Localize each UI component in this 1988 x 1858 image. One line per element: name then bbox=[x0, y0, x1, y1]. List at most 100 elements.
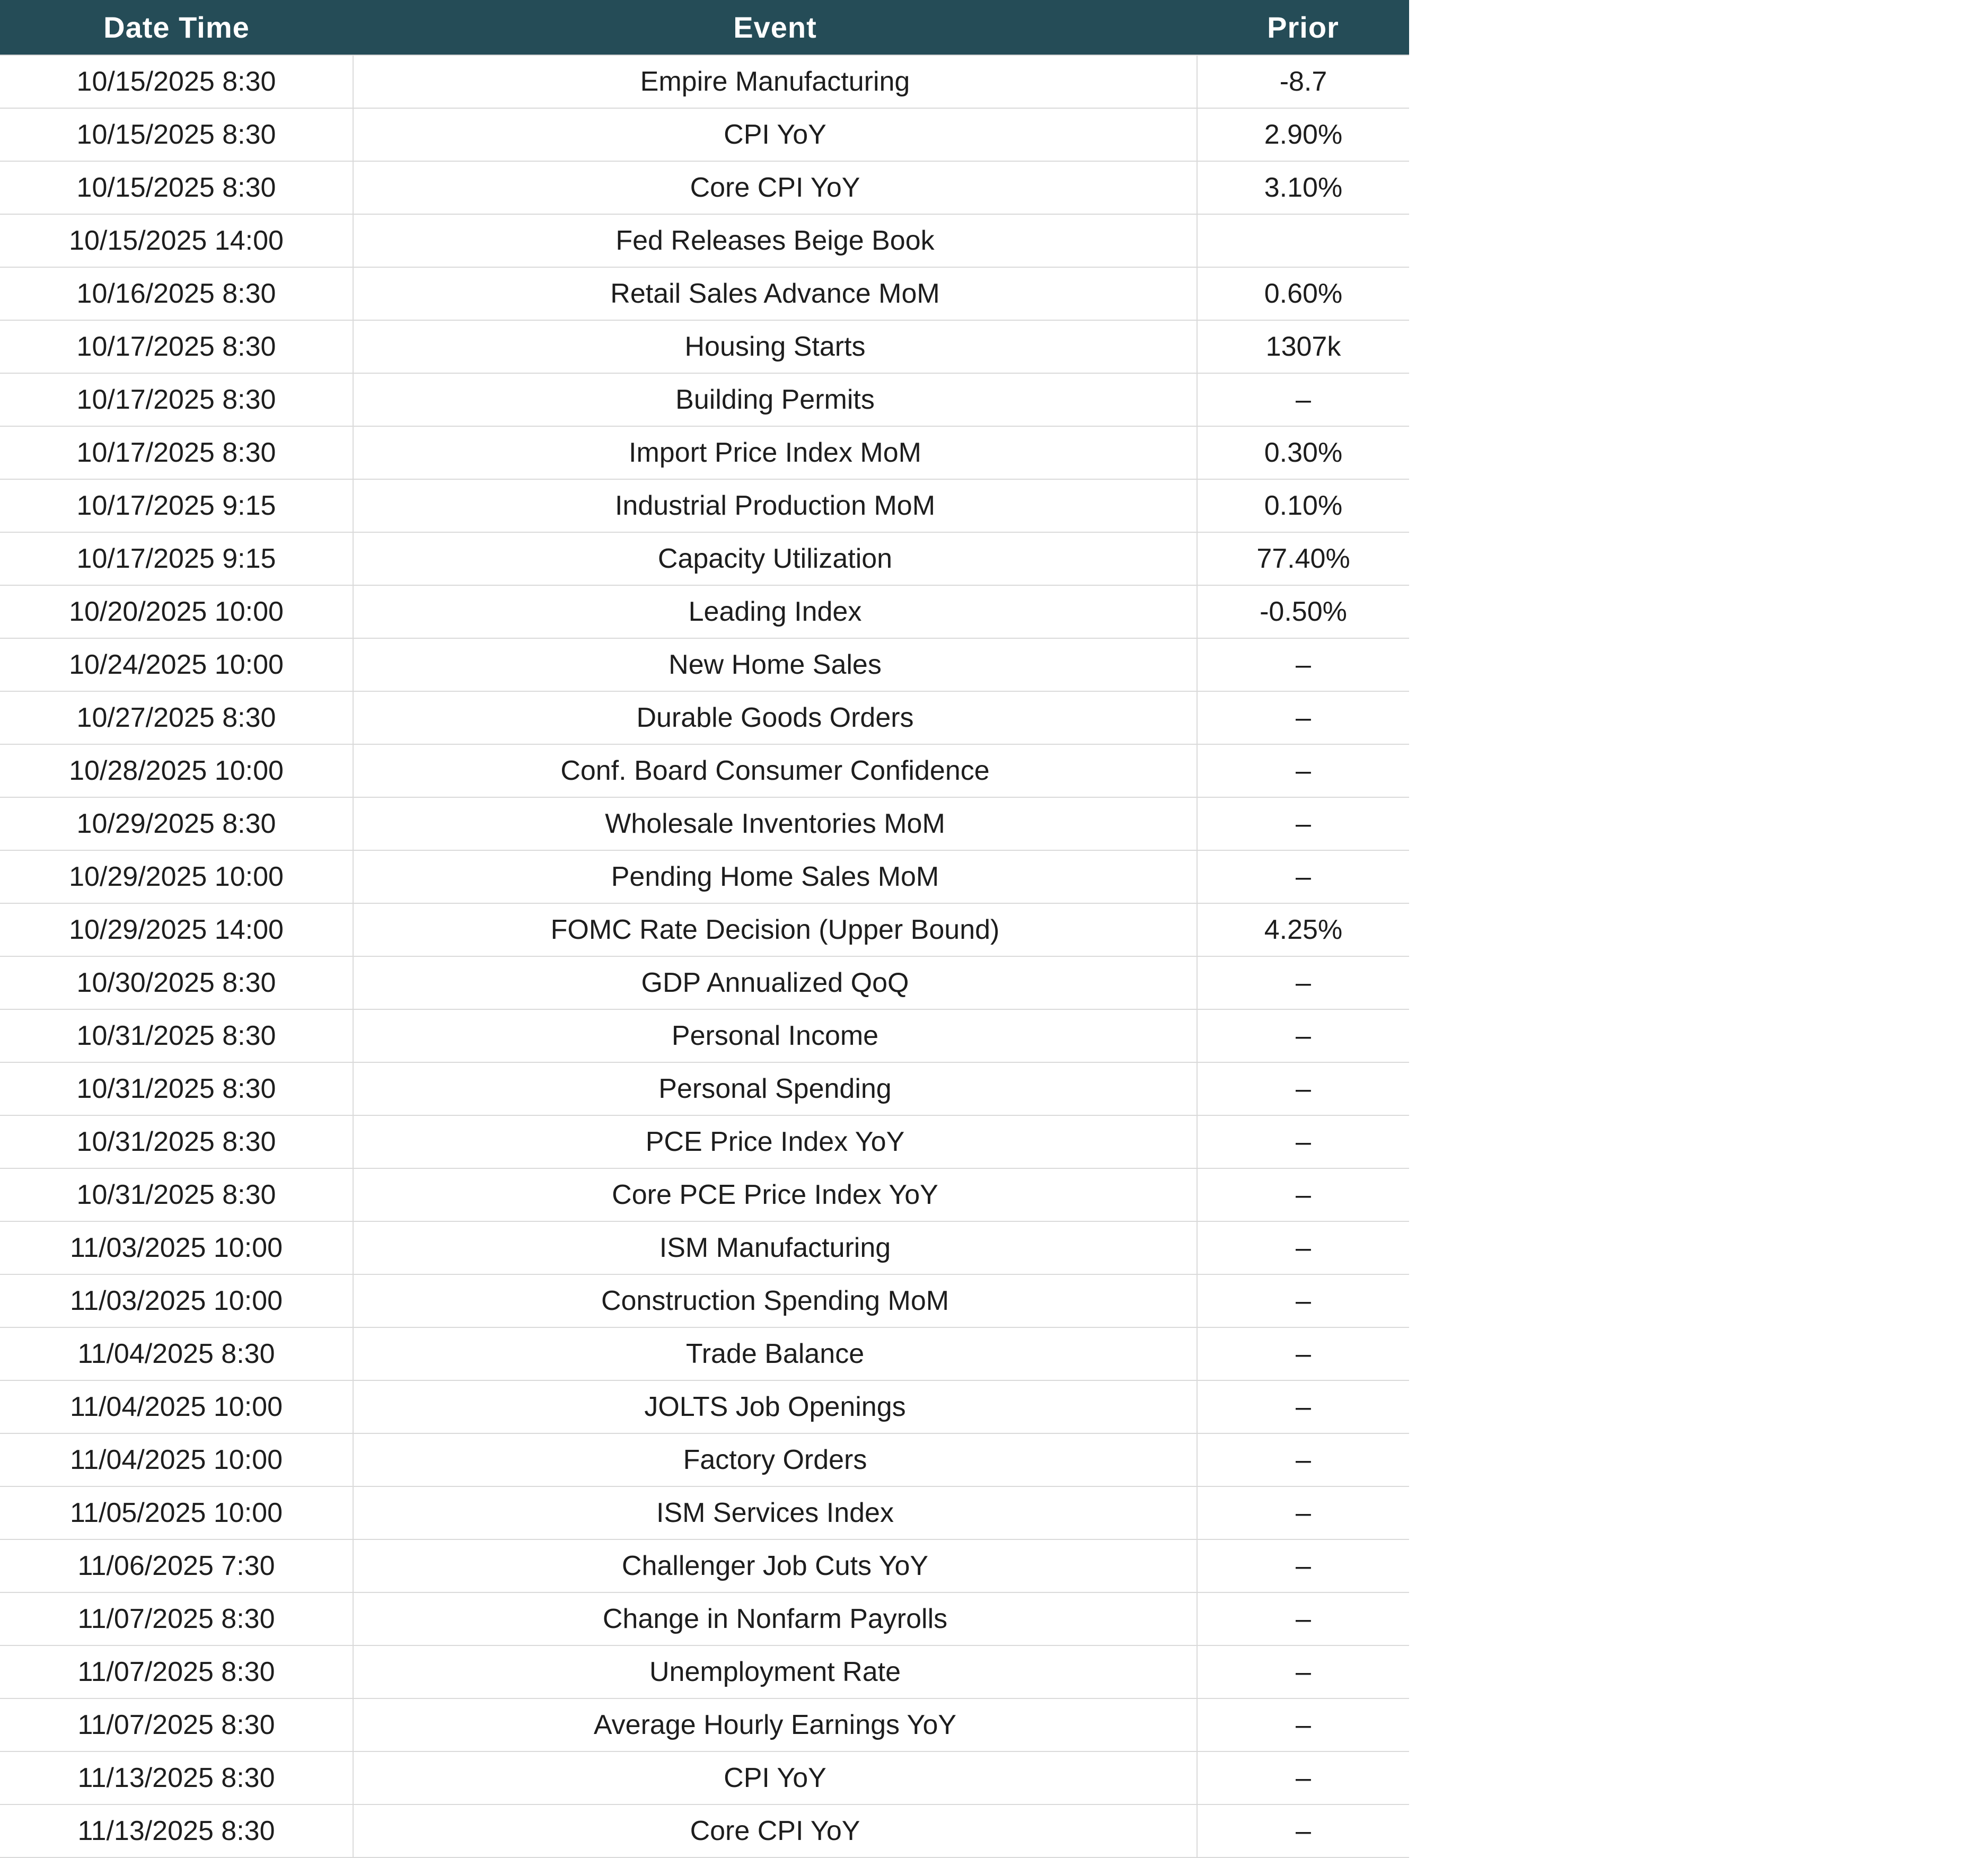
date-cell: 10/15/2025 14:00 bbox=[0, 214, 354, 267]
event-cell: Challenger Job Cuts YoY bbox=[353, 1539, 1198, 1592]
event-cell: CPI YoY bbox=[353, 1751, 1198, 1804]
prior-cell: – bbox=[1197, 1380, 1409, 1433]
economic-calendar-table: Date Time Event Prior 10/15/2025 8:30 Emp… bbox=[0, 0, 1409, 1858]
table-row: 10/30/2025 8:30 GDP Annualized QoQ – bbox=[0, 956, 1409, 1009]
table-row: 11/04/2025 8:30 Trade Balance – bbox=[0, 1327, 1409, 1380]
table-row: 10/17/2025 8:30 Housing Starts 1307k bbox=[0, 320, 1409, 373]
table-row: 10/31/2025 8:30 Personal Spending – bbox=[0, 1062, 1409, 1115]
prior-cell: – bbox=[1197, 1062, 1409, 1115]
event-cell: New Home Sales bbox=[353, 638, 1198, 691]
prior-cell: – bbox=[1197, 1009, 1409, 1062]
date-cell: 11/04/2025 10:00 bbox=[0, 1433, 354, 1486]
event-cell: Building Permits bbox=[353, 373, 1198, 426]
table-row: 11/07/2025 8:30 Average Hourly Earnings Y… bbox=[0, 1698, 1409, 1751]
event-cell: ISM Services Index bbox=[353, 1486, 1198, 1539]
prior-cell: – bbox=[1197, 638, 1409, 691]
prior-cell: – bbox=[1197, 1433, 1409, 1486]
event-cell: Core CPI YoY bbox=[353, 1804, 1198, 1858]
prior-cell: 4.25% bbox=[1197, 903, 1409, 956]
event-cell: Industrial Production MoM bbox=[353, 479, 1198, 532]
table-row: 11/06/2025 7:30 Challenger Job Cuts YoY – bbox=[0, 1539, 1409, 1592]
date-cell: 11/13/2025 8:30 bbox=[0, 1751, 354, 1804]
prior-cell: – bbox=[1197, 691, 1409, 744]
date-cell: 10/27/2025 8:30 bbox=[0, 691, 354, 744]
table-row: 10/17/2025 8:30 Import Price Index MoM 0.3… bbox=[0, 426, 1409, 479]
prior-cell: – bbox=[1197, 1115, 1409, 1168]
date-cell: 11/13/2025 8:30 bbox=[0, 1804, 354, 1858]
event-cell: Capacity Utilization bbox=[353, 532, 1198, 585]
event-cell: Factory Orders bbox=[353, 1433, 1198, 1486]
table-row: 10/27/2025 8:30 Durable Goods Orders – bbox=[0, 691, 1409, 744]
prior-cell: – bbox=[1197, 1274, 1409, 1327]
event-cell: ISM Manufacturing bbox=[353, 1221, 1198, 1274]
table-row: 10/20/2025 10:00 Leading Index -0.50% bbox=[0, 585, 1409, 638]
date-cell: 11/07/2025 8:30 bbox=[0, 1698, 354, 1751]
table-row: 10/31/2025 8:30 PCE Price Index YoY – bbox=[0, 1115, 1409, 1168]
date-cell: 11/06/2025 7:30 bbox=[0, 1539, 354, 1592]
prior-cell: – bbox=[1197, 1592, 1409, 1645]
date-cell: 10/31/2025 8:30 bbox=[0, 1115, 354, 1168]
table-row: 10/24/2025 10:00 New Home Sales – bbox=[0, 638, 1409, 691]
prior-cell: – bbox=[1197, 1486, 1409, 1539]
prior-cell: – bbox=[1197, 1539, 1409, 1592]
prior-cell: – bbox=[1197, 1221, 1409, 1274]
event-cell: CPI YoY bbox=[353, 108, 1198, 161]
event-cell: Wholesale Inventories MoM bbox=[353, 797, 1198, 850]
event-cell: Import Price Index MoM bbox=[353, 426, 1198, 479]
date-cell: 10/31/2025 8:30 bbox=[0, 1009, 354, 1062]
table-row: 10/29/2025 14:00 FOMC Rate Decision (Uppe… bbox=[0, 903, 1409, 956]
event-cell: Average Hourly Earnings YoY bbox=[353, 1698, 1198, 1751]
header-prior: Prior bbox=[1197, 0, 1409, 55]
prior-cell: – bbox=[1197, 1698, 1409, 1751]
prior-cell: 77.40% bbox=[1197, 532, 1409, 585]
event-cell: Core CPI YoY bbox=[353, 161, 1198, 214]
date-cell: 10/24/2025 10:00 bbox=[0, 638, 354, 691]
table-row: 10/15/2025 8:30 CPI YoY 2.90% bbox=[0, 108, 1409, 161]
table-row: 10/15/2025 8:30 Empire Manufacturing -8.7 bbox=[0, 55, 1409, 108]
date-cell: 11/03/2025 10:00 bbox=[0, 1221, 354, 1274]
table-row: 11/04/2025 10:00 JOLTS Job Openings – bbox=[0, 1380, 1409, 1433]
event-cell: Housing Starts bbox=[353, 320, 1198, 373]
date-cell: 10/29/2025 8:30 bbox=[0, 797, 354, 850]
event-cell: Core PCE Price Index YoY bbox=[353, 1168, 1198, 1221]
prior-cell: – bbox=[1197, 1327, 1409, 1380]
date-cell: 10/31/2025 8:30 bbox=[0, 1168, 354, 1221]
date-cell: 10/29/2025 10:00 bbox=[0, 850, 354, 903]
date-cell: 10/29/2025 14:00 bbox=[0, 903, 354, 956]
table-row: 10/29/2025 10:00 Pending Home Sales MoM – bbox=[0, 850, 1409, 903]
prior-cell: – bbox=[1197, 373, 1409, 426]
date-cell: 11/07/2025 8:30 bbox=[0, 1592, 354, 1645]
date-cell: 10/28/2025 10:00 bbox=[0, 744, 354, 797]
event-cell: FOMC Rate Decision (Upper Bound) bbox=[353, 903, 1198, 956]
prior-cell: – bbox=[1197, 850, 1409, 903]
event-cell: GDP Annualized QoQ bbox=[353, 956, 1198, 1009]
prior-cell: – bbox=[1197, 956, 1409, 1009]
header-event: Event bbox=[353, 0, 1197, 55]
date-cell: 10/17/2025 8:30 bbox=[0, 426, 354, 479]
prior-cell: 0.10% bbox=[1197, 479, 1409, 532]
table-header: Date Time Event Prior bbox=[0, 0, 1409, 55]
date-cell: 11/04/2025 10:00 bbox=[0, 1380, 354, 1433]
event-cell: Retail Sales Advance MoM bbox=[353, 267, 1198, 320]
date-cell: 11/05/2025 10:00 bbox=[0, 1486, 354, 1539]
date-cell: 10/15/2025 8:30 bbox=[0, 55, 354, 108]
header-date-time: Date Time bbox=[0, 0, 353, 55]
table-row: 10/28/2025 10:00 Conf. Board Consumer Con… bbox=[0, 744, 1409, 797]
date-cell: 10/20/2025 10:00 bbox=[0, 585, 354, 638]
table-row: 10/15/2025 14:00 Fed Releases Beige Book bbox=[0, 214, 1409, 267]
prior-cell: – bbox=[1197, 1645, 1409, 1698]
date-cell: 10/15/2025 8:30 bbox=[0, 108, 354, 161]
event-cell: JOLTS Job Openings bbox=[353, 1380, 1198, 1433]
table-row: 11/04/2025 10:00 Factory Orders – bbox=[0, 1433, 1409, 1486]
table-row: 10/15/2025 8:30 Core CPI YoY 3.10% bbox=[0, 161, 1409, 214]
date-cell: 10/17/2025 8:30 bbox=[0, 373, 354, 426]
prior-cell: 1307k bbox=[1197, 320, 1409, 373]
prior-cell: – bbox=[1197, 1751, 1409, 1804]
prior-cell: 3.10% bbox=[1197, 161, 1409, 214]
table-row: 10/29/2025 8:30 Wholesale Inventories MoM… bbox=[0, 797, 1409, 850]
prior-cell: 2.90% bbox=[1197, 108, 1409, 161]
prior-cell: 0.30% bbox=[1197, 426, 1409, 479]
prior-cell: -8.7 bbox=[1197, 55, 1409, 108]
event-cell: Construction Spending MoM bbox=[353, 1274, 1198, 1327]
prior-cell: – bbox=[1197, 1168, 1409, 1221]
